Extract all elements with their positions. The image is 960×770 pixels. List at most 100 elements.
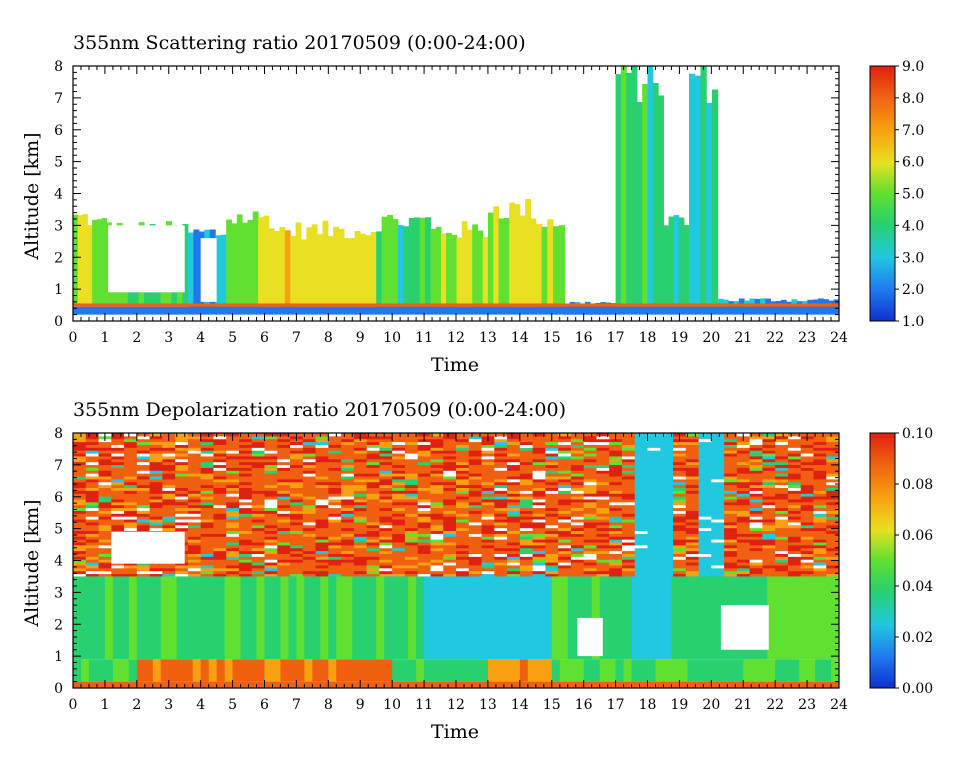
depol-cell [315,504,329,509]
depol-cell [430,490,444,494]
depol-cell [353,536,368,540]
depol-cell [98,533,112,537]
depol-cell [596,453,610,457]
depol-cell [98,550,112,554]
depol-cell [660,447,674,451]
depol-cell [724,507,738,511]
depol-cell [468,473,483,477]
depol-cell [277,507,291,511]
depol-cell [481,458,495,463]
depol-cell [545,564,559,569]
depol-cell [749,481,763,486]
depol-cell [290,564,304,569]
depol-cell [570,476,585,480]
depol-cell [545,562,559,566]
depol-cell [443,510,457,514]
depol-cell [302,470,317,474]
depol-cell [200,527,214,532]
depol-cell [621,481,636,486]
depol-cell [545,524,559,529]
depol-cell [481,493,495,497]
depol-cell [570,435,585,440]
depol-cell [277,573,291,577]
depol-cell [787,573,802,577]
colorbar-tick-label: 0.04 [902,579,933,595]
depol-cell [302,507,317,511]
depol-cell [698,573,712,577]
depol-cell [277,564,291,569]
depol-cell [456,481,470,486]
depol-cell [328,510,342,514]
colorbar-gradient [869,432,896,689]
depol-cell [200,547,214,552]
depol-cell [647,461,661,466]
depol-cell [494,521,508,526]
depol-cell [264,516,278,520]
depol-cell [639,659,648,682]
depol-cell [583,544,597,549]
depol-cell [749,564,763,569]
depol-cell [621,559,636,563]
depol-cell [85,490,100,494]
depol-cell [660,524,674,529]
x-tick-label: 13 [479,697,497,713]
depol-cell [175,433,189,437]
depol-cell [443,484,457,489]
depol-cell [443,530,457,534]
depol-cell [392,501,406,506]
depol-cell [98,487,112,491]
depol-cell [73,467,87,471]
depol-cell [341,438,355,443]
depol-cell [251,498,265,503]
depol-cell [711,458,725,463]
depol-cell [392,493,406,497]
depol-cell [762,501,776,506]
depol-cell [417,458,431,463]
depol-cell [302,547,317,552]
depol-cell [366,570,380,575]
depol-cell [124,513,138,517]
y-tick-label: 1 [54,649,63,665]
depol-cell [762,524,776,529]
depol-cell [226,498,240,503]
depol-cell [800,478,814,483]
depol-cell [213,484,227,489]
depol-cell [736,556,751,560]
depol-cell [315,438,329,443]
depol-cell [290,481,304,486]
depol-cell [162,441,176,445]
depol-cell [417,441,431,445]
depol-cell [290,467,304,471]
depol-cell [787,507,802,511]
depol-cell [456,467,470,471]
depol-cell [583,481,597,486]
depol-cell [392,450,406,454]
depol-cell [192,576,202,660]
depol-cell [251,530,265,534]
depol-cell [545,484,559,489]
depol-cell [111,467,125,471]
depol-cell [532,556,546,560]
depol-cell [647,536,661,540]
depol-cell [596,444,610,448]
depol-cell [320,576,329,660]
depol-cell [621,453,636,457]
depol-cell [621,433,636,437]
depol-cell [251,447,265,451]
x-tick-label: 0 [69,330,78,346]
depol-cell [762,547,776,552]
depol-cell [187,441,202,445]
depol-cell [290,570,304,575]
depol-cell [570,470,585,474]
depol-cell [685,461,700,466]
depol-cell [264,487,278,491]
depol-cell [341,493,355,497]
depol-cell [468,573,483,577]
depol-cell [749,524,763,529]
depol-cell [315,487,329,491]
depol-cell [609,441,623,445]
x-tick-label: 3 [164,330,173,346]
depol-cell [315,544,329,549]
depol-cell [787,473,802,477]
depol-cell [481,570,495,575]
